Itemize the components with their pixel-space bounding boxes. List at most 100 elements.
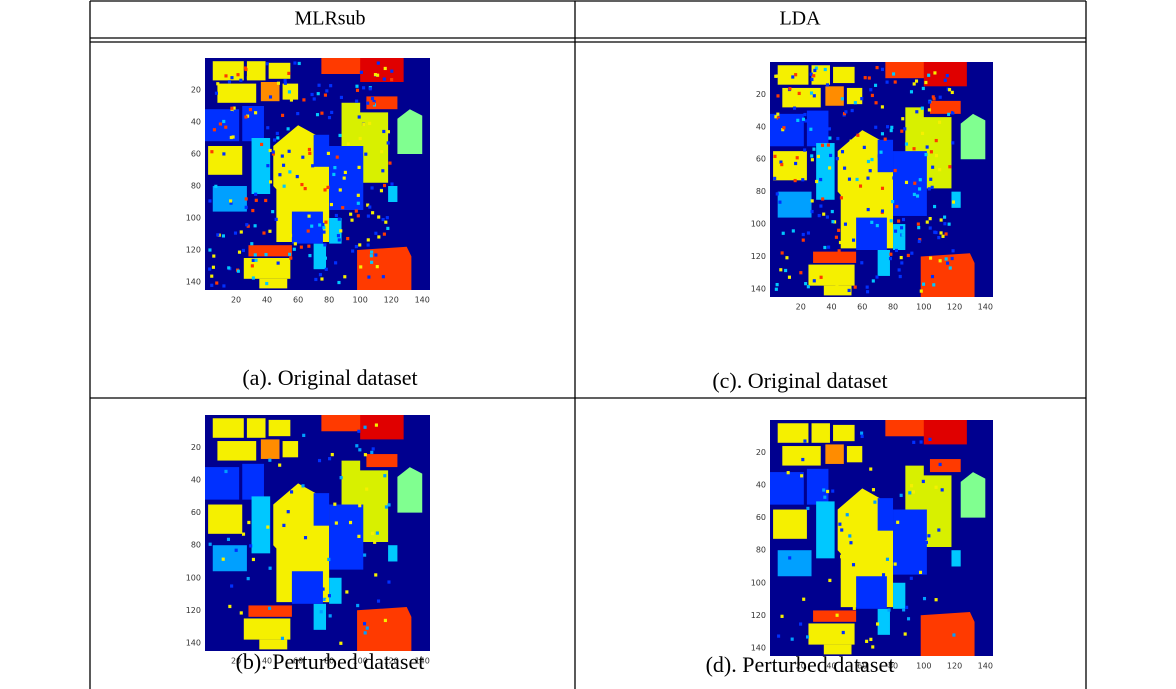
map-speckle — [913, 82, 916, 85]
map-speckle — [910, 484, 913, 487]
map-speckle — [827, 246, 830, 249]
map-speckle — [941, 488, 944, 491]
map-speckle — [293, 61, 296, 64]
map-region — [252, 496, 271, 553]
map-speckle — [219, 122, 222, 125]
map-region — [878, 498, 893, 531]
map-speckle — [382, 275, 385, 278]
map-speckle — [301, 156, 304, 159]
map-region — [397, 467, 422, 513]
map-speckle — [913, 193, 916, 196]
map-speckle — [240, 230, 243, 233]
map-speckle — [355, 100, 358, 103]
map-speckle — [375, 423, 378, 426]
map-speckle — [326, 186, 329, 189]
map-speckle — [804, 282, 807, 285]
map-speckle — [907, 617, 910, 620]
map-speckle — [355, 444, 358, 447]
map-speckle — [848, 178, 851, 181]
map-speckle — [929, 178, 932, 181]
map-speckle — [356, 604, 359, 607]
map-speckle — [807, 285, 810, 288]
map-speckle — [905, 181, 908, 184]
map-speckle — [900, 130, 903, 133]
map-speckle — [776, 283, 779, 286]
map-speckle — [779, 268, 782, 271]
map-speckle — [810, 91, 813, 94]
x-tick-label: 80 — [888, 303, 898, 312]
map-speckle — [867, 208, 870, 211]
map-speckle — [346, 237, 349, 240]
map-speckle — [928, 100, 931, 103]
map-speckle — [881, 68, 884, 71]
map-speckle — [311, 164, 314, 167]
map-speckle — [821, 197, 824, 200]
map-region — [242, 464, 264, 500]
map-speckle — [385, 505, 388, 508]
map-speckle — [840, 555, 843, 558]
map-speckle — [908, 491, 911, 494]
map-speckle — [922, 283, 925, 286]
map-speckle — [908, 211, 911, 214]
map-speckle — [928, 108, 931, 111]
map-speckle — [848, 289, 851, 292]
map-speckle — [894, 230, 897, 233]
map-speckle — [339, 188, 342, 191]
map-speckle — [926, 220, 929, 223]
map-speckle — [886, 81, 889, 84]
map-region — [856, 576, 887, 609]
map-speckle — [357, 535, 360, 538]
map-speckle — [810, 154, 813, 157]
map-speckle — [244, 66, 247, 69]
map-speckle — [260, 143, 263, 146]
map-speckle — [370, 251, 373, 254]
x-tick-label: 140 — [978, 303, 993, 312]
map-speckle — [923, 597, 926, 600]
map-speckle — [894, 80, 897, 83]
map-region — [247, 418, 266, 438]
map-speckle — [236, 73, 239, 76]
map-speckle — [360, 71, 363, 74]
map-speckle — [322, 262, 325, 265]
map-speckle — [863, 188, 866, 191]
map-speckle — [907, 254, 910, 257]
x-tick-label: 60 — [293, 296, 303, 305]
map-speckle — [272, 150, 275, 153]
map-region — [283, 441, 299, 457]
map-speckle — [337, 234, 340, 237]
map-speckle — [870, 221, 873, 224]
map-speckle — [210, 284, 213, 287]
map-speckle — [812, 148, 815, 151]
map-speckle — [339, 642, 342, 645]
x-tick-label: 20 — [231, 296, 241, 305]
map-speckle — [953, 109, 956, 112]
map-speckle — [802, 238, 805, 241]
map-speckle — [208, 267, 211, 270]
map-speckle — [308, 215, 311, 218]
map-speckle — [210, 117, 213, 120]
map-speckle — [247, 76, 250, 79]
map-speckle — [850, 140, 853, 143]
map-region — [269, 63, 291, 79]
map-speckle — [865, 640, 868, 643]
map-speckle — [895, 205, 898, 208]
map-speckle — [282, 524, 285, 527]
map-speckle — [303, 174, 306, 177]
map-speckle — [870, 158, 873, 161]
map-speckle — [946, 74, 949, 77]
map-speckle — [844, 110, 847, 113]
x-tick-label: 40 — [262, 296, 272, 305]
map-speckle — [892, 176, 895, 179]
map-region — [388, 545, 397, 561]
map-speckle — [265, 282, 268, 285]
map-speckle — [367, 275, 370, 278]
map-speckle — [920, 165, 923, 168]
map-region — [314, 493, 330, 526]
map-region — [205, 467, 239, 500]
map-region — [782, 446, 820, 466]
map-speckle — [215, 92, 218, 95]
map-speckle — [266, 525, 269, 528]
map-speckle — [370, 254, 373, 257]
map-region — [314, 604, 326, 630]
y-tick-label: 100 — [751, 220, 766, 229]
